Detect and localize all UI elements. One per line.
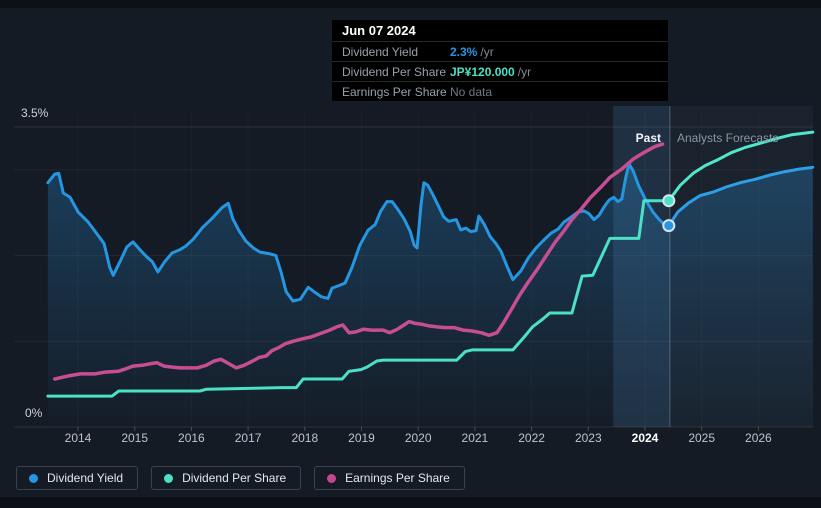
- x-axis-label-2020: 2020: [404, 431, 432, 445]
- tooltip-date: Jun 07 2024: [342, 23, 416, 38]
- past-label: Past: [635, 131, 661, 145]
- x-axis-label-2026: 2026: [745, 431, 772, 445]
- analysts-forecasts-label: Analysts Forecasts: [677, 131, 779, 145]
- tooltip-row-dividend-yield: Dividend Yield 2.3% /yr: [332, 41, 668, 61]
- tooltip-label: Earnings Per Share: [342, 84, 447, 99]
- dividend-per-share-dot-icon: [164, 473, 174, 483]
- tooltip-label: Dividend Per Share: [342, 64, 447, 79]
- chart-legend: Dividend Yield Dividend Per Share Earnin…: [16, 466, 465, 490]
- y-axis-zero-label: 0%: [25, 406, 43, 420]
- x-axis-label-2018: 2018: [291, 431, 319, 445]
- legend-item-earnings-per-share[interactable]: Earnings Per Share: [314, 466, 465, 490]
- legend-label: Earnings Per Share: [345, 471, 450, 485]
- tooltip-row-dividend-per-share: Dividend Per Share JP¥120.000 /yr: [332, 61, 668, 81]
- legend-label: Dividend Per Share: [182, 471, 287, 485]
- tooltip-row-earnings-per-share: Earnings Per Share No data: [332, 81, 668, 101]
- bottom-border-strip: [0, 497, 821, 508]
- dividend-yield-dot-icon: [29, 473, 38, 483]
- x-axis-label-2025: 2025: [688, 431, 716, 445]
- tooltip-value: JP¥120.000: [450, 64, 515, 79]
- x-axis-label-2019: 2019: [348, 431, 375, 445]
- legend-item-dividend-per-share[interactable]: Dividend Per Share: [151, 466, 302, 490]
- x-axis-label-2016: 2016: [178, 431, 205, 445]
- y-axis-max-label: 3.5%: [21, 106, 49, 120]
- x-axis-label-2022: 2022: [518, 431, 545, 445]
- x-axis-label-2024: 2024: [631, 431, 659, 445]
- x-axis-label-2017: 2017: [234, 431, 262, 445]
- tooltip-unit: /yr: [517, 64, 532, 79]
- tooltip-label: Dividend Yield: [342, 44, 419, 59]
- x-axis-label-2021: 2021: [461, 431, 489, 445]
- top-border-strip: [0, 0, 821, 8]
- x-axis-label-2014: 2014: [64, 431, 92, 445]
- chart-tooltip: Jun 07 2024 Dividend Yield 2.3% /yr Divi…: [332, 20, 668, 101]
- earnings-per-share-dot-icon: [327, 473, 337, 483]
- tooltip-value: 2.3%: [450, 44, 478, 59]
- legend-label: Dividend Yield: [47, 471, 124, 485]
- tooltip-value: No data: [450, 84, 493, 99]
- legend-item-dividend-yield[interactable]: Dividend Yield: [16, 466, 139, 490]
- x-axis-label-2015: 2015: [121, 431, 149, 445]
- tooltip-unit: /yr: [480, 44, 494, 59]
- x-axis-label-2023: 2023: [574, 431, 602, 445]
